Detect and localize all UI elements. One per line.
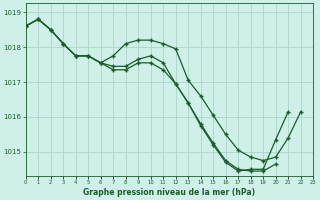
X-axis label: Graphe pression niveau de la mer (hPa): Graphe pression niveau de la mer (hPa) xyxy=(84,188,255,197)
